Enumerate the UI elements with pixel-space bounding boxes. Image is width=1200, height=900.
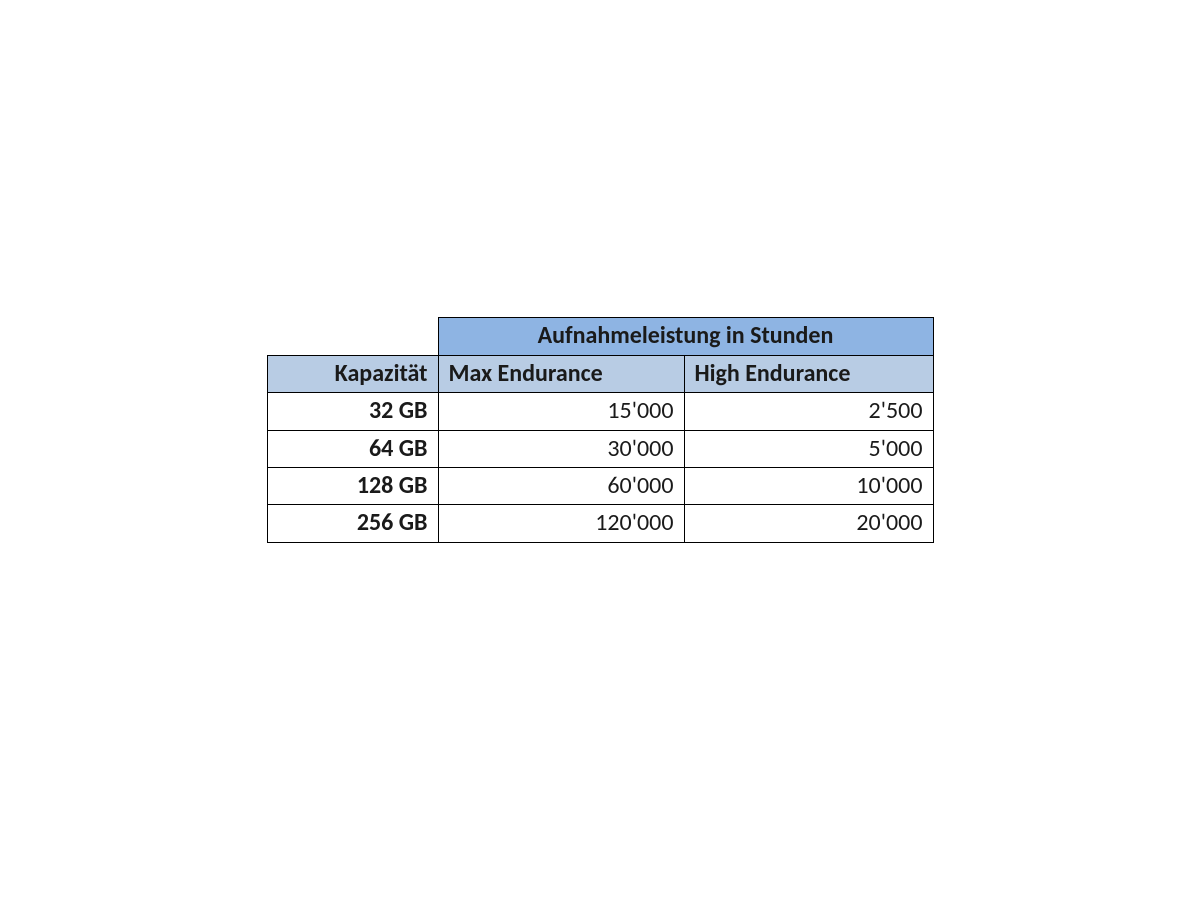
high-endurance-cell: 20'000 — [684, 505, 933, 542]
capacity-cell: 128 GB — [267, 467, 438, 504]
capacity-column-header: Kapazität — [267, 355, 438, 392]
endurance-table: Aufnahmeleistung in Stunden Kapazität Ma… — [267, 317, 934, 542]
table-row: 256 GB 120'000 20'000 — [267, 505, 933, 542]
max-endurance-cell: 120'000 — [438, 505, 684, 542]
capacity-cell: 256 GB — [267, 505, 438, 542]
high-endurance-column-header: High Endurance — [684, 355, 933, 392]
table-row: 64 GB 30'000 5'000 — [267, 430, 933, 467]
high-endurance-cell: 2'500 — [684, 393, 933, 430]
table-row: 128 GB 60'000 10'000 — [267, 467, 933, 504]
empty-corner-cell — [267, 318, 438, 355]
table-row: 32 GB 15'000 2'500 — [267, 393, 933, 430]
max-endurance-cell: 30'000 — [438, 430, 684, 467]
max-endurance-column-header: Max Endurance — [438, 355, 684, 392]
table-header-row: Kapazität Max Endurance High Endurance — [267, 355, 933, 392]
endurance-table-wrapper: Aufnahmeleistung in Stunden Kapazität Ma… — [267, 317, 934, 542]
table-title-row: Aufnahmeleistung in Stunden — [267, 318, 933, 355]
merged-title-header: Aufnahmeleistung in Stunden — [438, 318, 933, 355]
capacity-cell: 64 GB — [267, 430, 438, 467]
max-endurance-cell: 60'000 — [438, 467, 684, 504]
high-endurance-cell: 5'000 — [684, 430, 933, 467]
capacity-cell: 32 GB — [267, 393, 438, 430]
max-endurance-cell: 15'000 — [438, 393, 684, 430]
high-endurance-cell: 10'000 — [684, 467, 933, 504]
